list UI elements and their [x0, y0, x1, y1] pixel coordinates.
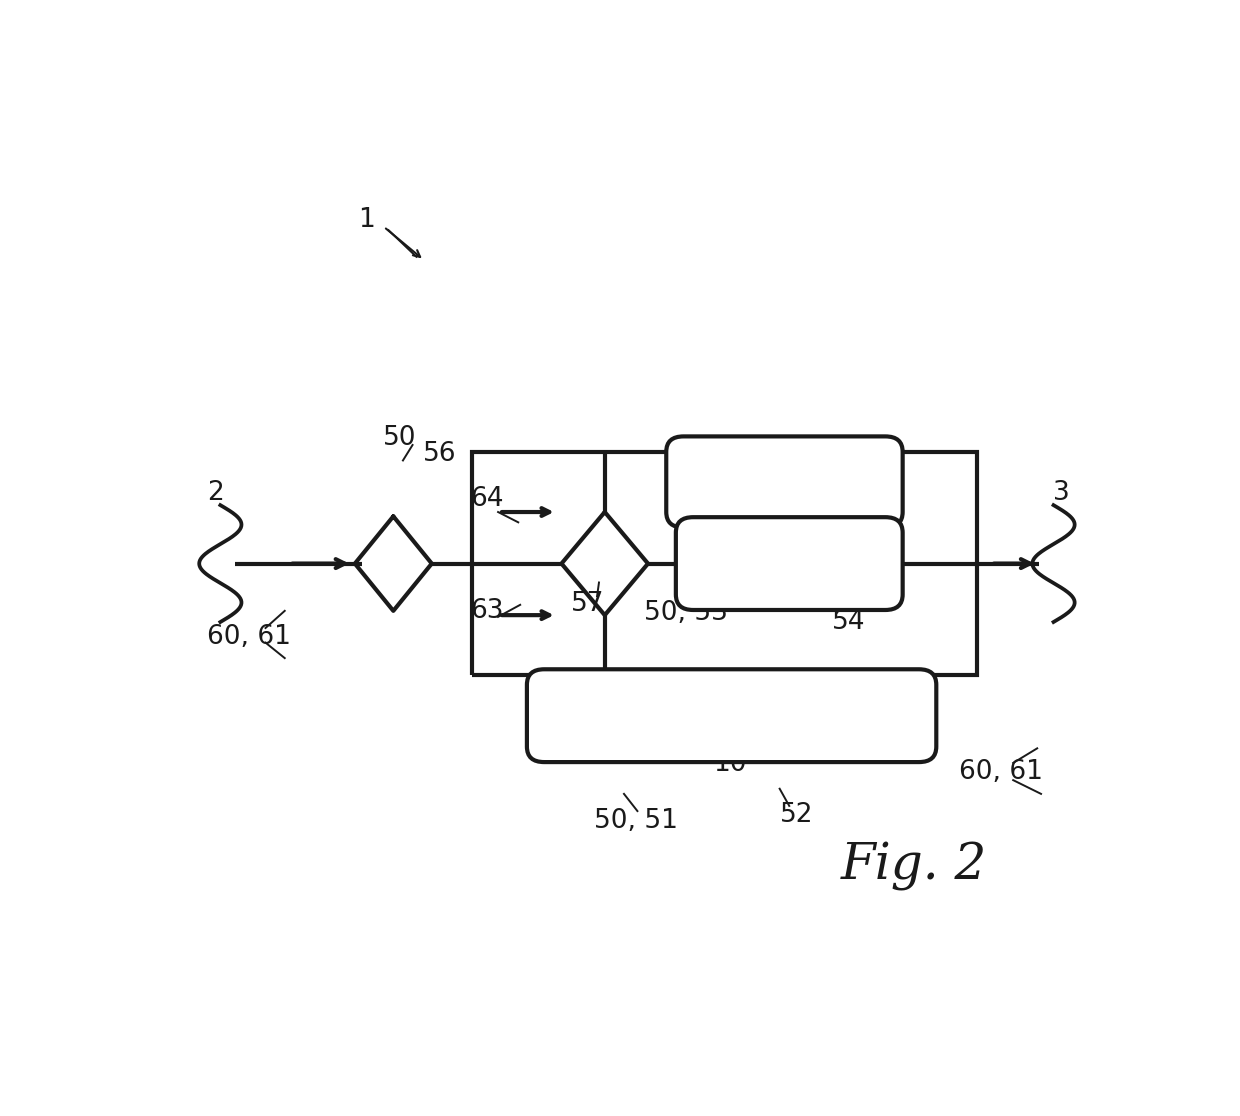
Text: Fig. 2: Fig. 2 [841, 841, 987, 891]
Text: 1: 1 [358, 206, 374, 233]
FancyBboxPatch shape [676, 517, 903, 610]
Text: 50, 51: 50, 51 [594, 808, 677, 835]
Text: 60, 61: 60, 61 [207, 624, 291, 650]
Text: 50: 50 [383, 425, 417, 451]
Text: 50, 53: 50, 53 [645, 599, 728, 626]
Text: 2: 2 [207, 480, 224, 507]
Text: 56: 56 [423, 442, 456, 468]
FancyBboxPatch shape [527, 670, 936, 762]
Text: 10: 10 [713, 751, 746, 777]
Text: 64: 64 [470, 487, 503, 512]
FancyBboxPatch shape [666, 436, 903, 528]
Text: 54: 54 [832, 609, 866, 635]
Text: 63: 63 [470, 598, 503, 624]
Text: 52: 52 [780, 801, 813, 827]
Text: 57: 57 [570, 591, 604, 617]
Text: 60, 61: 60, 61 [959, 759, 1043, 786]
Text: 3: 3 [1053, 480, 1070, 507]
